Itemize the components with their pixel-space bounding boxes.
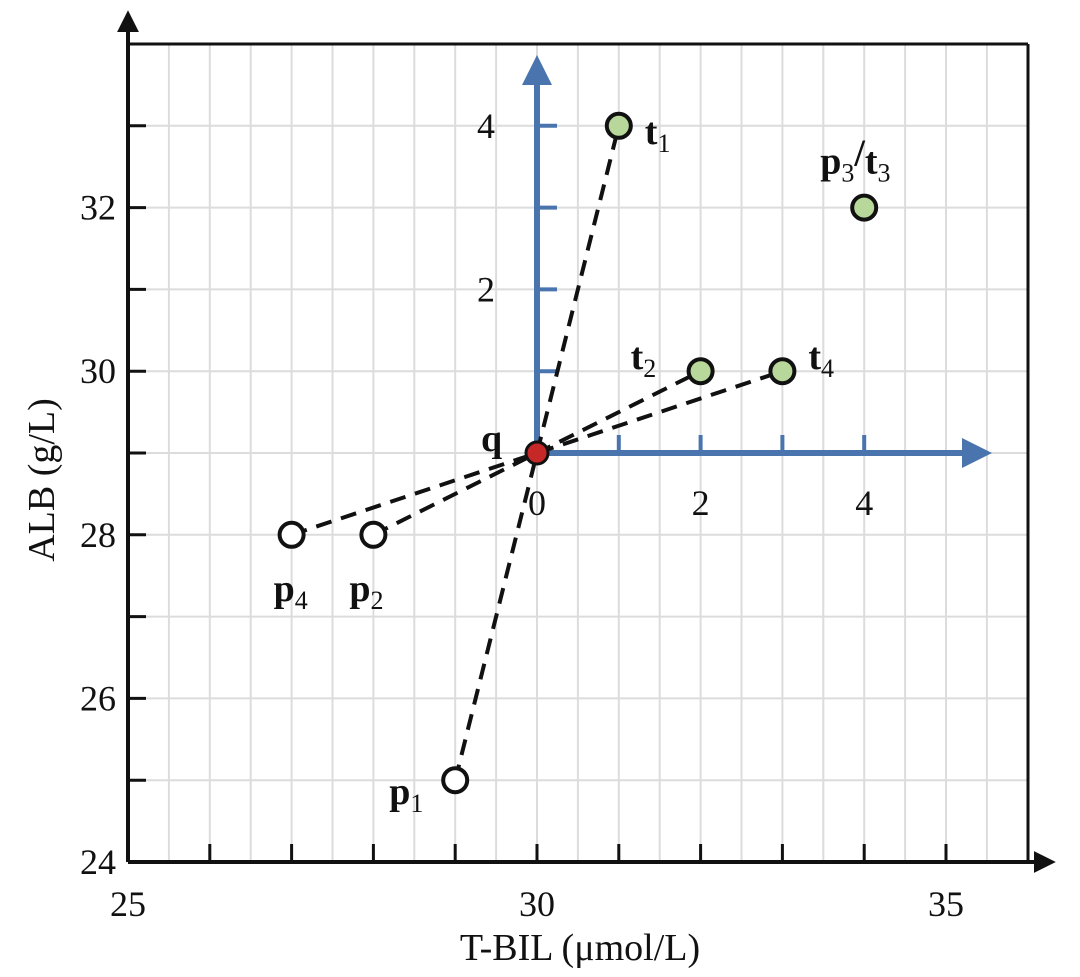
dashed-segment — [290, 369, 784, 537]
x-tick-label: 35 — [928, 884, 964, 924]
point-t1 — [604, 111, 633, 140]
label-t1: t1 — [645, 111, 671, 158]
y-axis-title: ALB (g/L) — [21, 398, 63, 562]
data-points — [277, 111, 879, 795]
y-tick-label: 32 — [80, 188, 116, 228]
label-t4: t4 — [808, 336, 834, 383]
point-labels: p1 p2 p4 t1 t2 t4 p3/t3 q — [274, 111, 891, 818]
inner-x-tick-label: 4 — [855, 483, 873, 523]
label-t2: t2 — [631, 336, 657, 383]
label-p4: p4 — [274, 568, 308, 615]
point-p3-t3 — [850, 193, 879, 222]
y-tick-label: 28 — [80, 515, 116, 555]
point-t2 — [686, 357, 715, 386]
inner-axes: 0 2 4 2 4 — [477, 55, 992, 523]
x-tick-label: 25 — [110, 884, 146, 924]
x-axis-title: T-BIL (μmol/L) — [460, 927, 700, 969]
point-p1 — [441, 766, 470, 795]
plot-frame — [117, 10, 1056, 873]
y-tick-label: 26 — [80, 678, 116, 718]
point-t4 — [768, 357, 797, 386]
label-q: q — [481, 418, 502, 460]
x-tick-label: 30 — [519, 884, 555, 924]
inner-y-tick-label: 4 — [477, 106, 495, 146]
inner-x-tick-label: 2 — [692, 483, 710, 523]
inner-x-tick-label: 0 — [528, 483, 546, 523]
inner-y-tick-label: 2 — [477, 269, 495, 309]
label-p2: p2 — [349, 568, 383, 615]
label-p3t3: p3/t3 — [820, 133, 890, 188]
point-q — [524, 440, 550, 466]
y-tick-label: 30 — [80, 351, 116, 391]
point-p2 — [359, 520, 388, 549]
label-p1: p1 — [389, 771, 423, 818]
dashed-segment — [453, 125, 621, 781]
y-tick-label: 24 — [80, 842, 116, 882]
point-p4 — [277, 520, 306, 549]
